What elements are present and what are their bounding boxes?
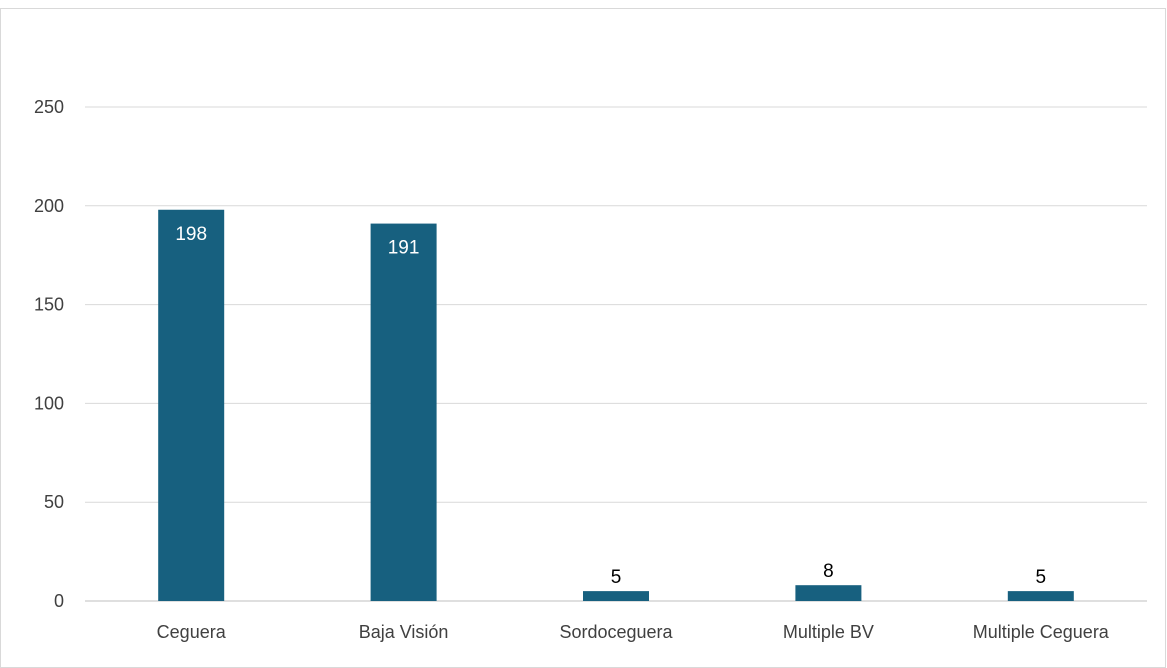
data-label-1: 191 [388,238,420,259]
data-label-2: 5 [611,567,622,588]
data-label-4: 5 [1036,567,1047,588]
x-tick-label-2: Sordoceguera [559,622,673,642]
y-tick-label-100: 100 [34,393,64,413]
x-tick-label-0: Ceguera [157,622,227,642]
y-tick-label-50: 50 [44,492,64,512]
bar-multiple-ceguera [1007,591,1074,601]
bar-ceguera [158,209,225,601]
bar-sordoceguera [583,591,649,601]
data-label-0: 198 [175,224,207,245]
y-tick-label-150: 150 [34,295,64,315]
x-tick-label-4: Multiple Ceguera [973,622,1110,642]
x-tick-label-1: Baja Visión [359,622,449,642]
y-tick-label-200: 200 [34,196,64,216]
bar-multiple-bv [795,585,862,601]
data-label-3: 8 [823,561,834,582]
y-tick-label-250: 250 [34,97,64,117]
x-tick-label-3: Multiple BV [783,622,874,642]
y-tick-label-0: 0 [54,591,64,611]
bar-baja-visión [370,223,437,602]
